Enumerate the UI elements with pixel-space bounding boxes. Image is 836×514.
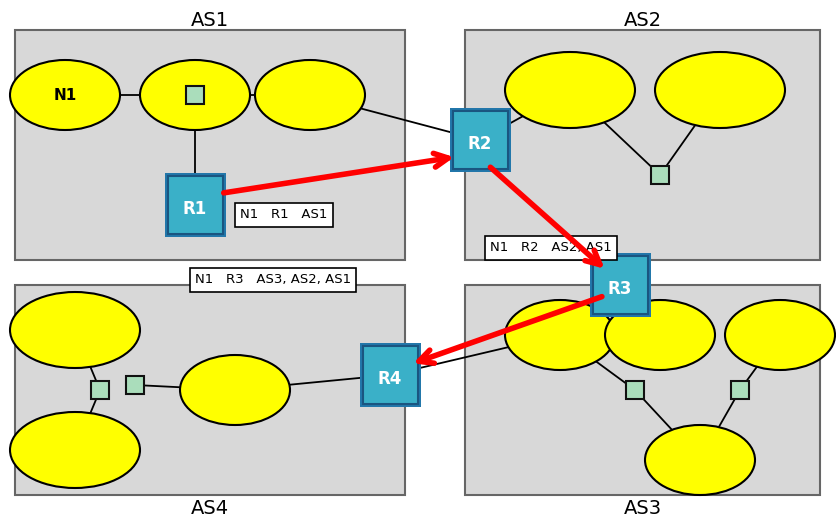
Bar [186, 86, 204, 104]
Ellipse shape [505, 300, 615, 370]
Ellipse shape [140, 60, 250, 130]
Ellipse shape [645, 425, 755, 495]
Ellipse shape [10, 292, 140, 368]
FancyBboxPatch shape [450, 108, 511, 172]
FancyBboxPatch shape [165, 173, 226, 237]
Text: AS4: AS4 [191, 499, 229, 514]
Text: R3: R3 [608, 280, 632, 298]
FancyBboxPatch shape [360, 343, 421, 407]
Text: R2: R2 [468, 135, 492, 153]
Ellipse shape [255, 60, 365, 130]
Bar [626, 381, 644, 399]
Bar [731, 381, 749, 399]
Text: R4: R4 [378, 370, 402, 388]
Bar [465, 285, 820, 495]
Text: AS2: AS2 [624, 10, 662, 29]
Bar [465, 30, 820, 260]
Ellipse shape [180, 355, 290, 425]
Bar [91, 381, 109, 399]
Ellipse shape [10, 412, 140, 488]
Bar [126, 376, 144, 394]
Ellipse shape [605, 300, 715, 370]
FancyBboxPatch shape [590, 253, 651, 317]
FancyBboxPatch shape [168, 176, 223, 234]
Bar [15, 285, 405, 495]
Text: AS3: AS3 [624, 499, 662, 514]
Text: N1   R2   AS2, AS1: N1 R2 AS2, AS1 [490, 242, 612, 254]
Ellipse shape [655, 52, 785, 128]
Ellipse shape [10, 60, 120, 130]
Text: N1   R1   AS1: N1 R1 AS1 [240, 209, 328, 222]
FancyBboxPatch shape [363, 346, 418, 404]
FancyBboxPatch shape [453, 111, 508, 169]
Bar [651, 166, 669, 184]
Ellipse shape [505, 52, 635, 128]
Text: AS1: AS1 [191, 10, 229, 29]
Bar [15, 30, 405, 260]
FancyBboxPatch shape [593, 256, 648, 314]
Text: R1: R1 [183, 200, 207, 218]
Ellipse shape [725, 300, 835, 370]
Text: N1   R3   AS3, AS2, AS1: N1 R3 AS3, AS2, AS1 [195, 273, 351, 286]
Text: N1: N1 [54, 87, 77, 102]
